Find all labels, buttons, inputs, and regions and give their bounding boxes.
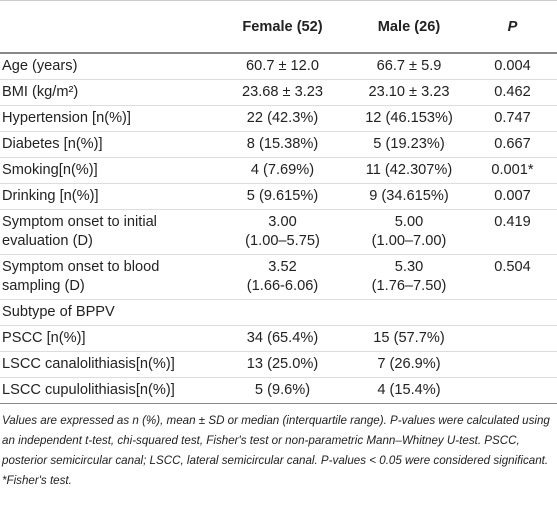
table-cell: 5.30 (1.76–7.50) [350, 254, 468, 300]
data-table: Female (52) Male (26) P Age (years) 60.7 ± … [0, 0, 557, 404]
table-cell: 23.10 ± 3.23 [350, 79, 468, 106]
table-cell: 66.7 ± 5.9 [350, 53, 468, 80]
table-cell: 60.7 ± 12.0 [215, 53, 350, 80]
table-cell: 5 (19.23%) [350, 131, 468, 158]
table-cell: 0.004 [468, 53, 557, 80]
table-row: Symptom onset to initial evaluation (D) 3… [0, 209, 557, 255]
row-label: LSCC canalolithiasis[n(%)] [0, 351, 215, 378]
table-cell: 9 (34.615%) [350, 183, 468, 210]
header-cell: Male (26) [350, 0, 468, 54]
row-label: Drinking [n(%)] [0, 183, 215, 210]
table-row: Smoking[n(%)] 4 (7.69%) 11 (42.307%) 0.001* [0, 157, 557, 184]
row-label: BMI (kg/m²) [0, 79, 215, 106]
table-row: PSCC [n(%)] 34 (65.4%) 15 (57.7%) [0, 325, 557, 352]
table-cell: 34 (65.4%) [215, 325, 350, 352]
row-label: Symptom onset to initial evaluation (D) [0, 209, 215, 255]
table-body: Age (years) 60.7 ± 12.0 66.7 ± 5.9 0.004 BMI… [0, 53, 557, 404]
table-cell: 0.462 [468, 79, 557, 106]
table-cell: 8 (15.38%) [215, 131, 350, 158]
header-cell: P [468, 0, 557, 54]
table-cell: 4 (7.69%) [215, 157, 350, 184]
table-cell: 5 (9.615%) [215, 183, 350, 210]
row-label: Subtype of BPPV [0, 299, 215, 326]
table-cell: 0.747 [468, 105, 557, 132]
table-row: Age (years) 60.7 ± 12.0 66.7 ± 5.9 0.004 [0, 53, 557, 80]
table-cell: 13 (25.0%) [215, 351, 350, 378]
table-cell: 7 (26.9%) [350, 351, 468, 378]
table-cell: 22 (42.3%) [215, 105, 350, 132]
footnote: Values are expressed as n (%), mean ± SD… [2, 414, 550, 487]
table-cell: 5 (9.6%) [215, 377, 350, 404]
table-cell [468, 351, 557, 378]
table-cell: 5.00 (1.00–7.00) [350, 209, 468, 255]
table-cell: 0.007 [468, 183, 557, 210]
table-row: LSCC canalolithiasis[n(%)] 13 (25.0%) 7 (2… [0, 351, 557, 378]
table-row: Diabetes [n(%)] 8 (15.38%) 5 (19.23%) 0.667 [0, 131, 557, 158]
row-label: Symptom onset to blood sampling (D) [0, 254, 215, 300]
table-cell [350, 299, 468, 326]
row-label: PSCC [n(%)] [0, 325, 215, 352]
table-cell: 3.52 (1.66-6.06) [215, 254, 350, 300]
row-label: Hypertension [n(%)] [0, 105, 215, 132]
table-row: Drinking [n(%)] 5 (9.615%) 9 (34.615%) 0.00… [0, 183, 557, 210]
table-cell: 23.68 ± 3.23 [215, 79, 350, 106]
table-cell: 12 (46.153%) [350, 105, 468, 132]
header-cell: Female (52) [215, 0, 350, 54]
table-row: LSCC cupulolithiasis[n(%)] 5 (9.6%) 4 (15.… [0, 377, 557, 404]
table-row: Hypertension [n(%)] 22 (42.3%) 12 (46.153%… [0, 105, 557, 132]
table-cell: 0.504 [468, 254, 557, 300]
table-row: Symptom onset to blood sampling (D) 3.52 … [0, 254, 557, 300]
table-cell [468, 325, 557, 352]
table-cell [215, 299, 350, 326]
table-cell: 0.001* [468, 157, 557, 184]
row-label: Diabetes [n(%)] [0, 131, 215, 158]
table-cell: 4 (15.4%) [350, 377, 468, 404]
table-cell: 0.667 [468, 131, 557, 158]
table-row: BMI (kg/m²) 23.68 ± 3.23 23.10 ± 3.23 0.462 [0, 79, 557, 106]
table-cell [468, 299, 557, 326]
table-cell: 15 (57.7%) [350, 325, 468, 352]
table-cell: 0.419 [468, 209, 557, 255]
header-cell [0, 0, 215, 54]
row-label: LSCC cupulolithiasis[n(%)] [0, 377, 215, 404]
row-label: Age (years) [0, 53, 215, 80]
table-cell: 11 (42.307%) [350, 157, 468, 184]
table-cell [468, 377, 557, 404]
header-row: Female (52) Male (26) P [0, 0, 557, 54]
table-cell: 3.00 (1.00–5.75) [215, 209, 350, 255]
table-row: Subtype of BPPV [0, 299, 557, 326]
row-label: Smoking[n(%)] [0, 157, 215, 184]
